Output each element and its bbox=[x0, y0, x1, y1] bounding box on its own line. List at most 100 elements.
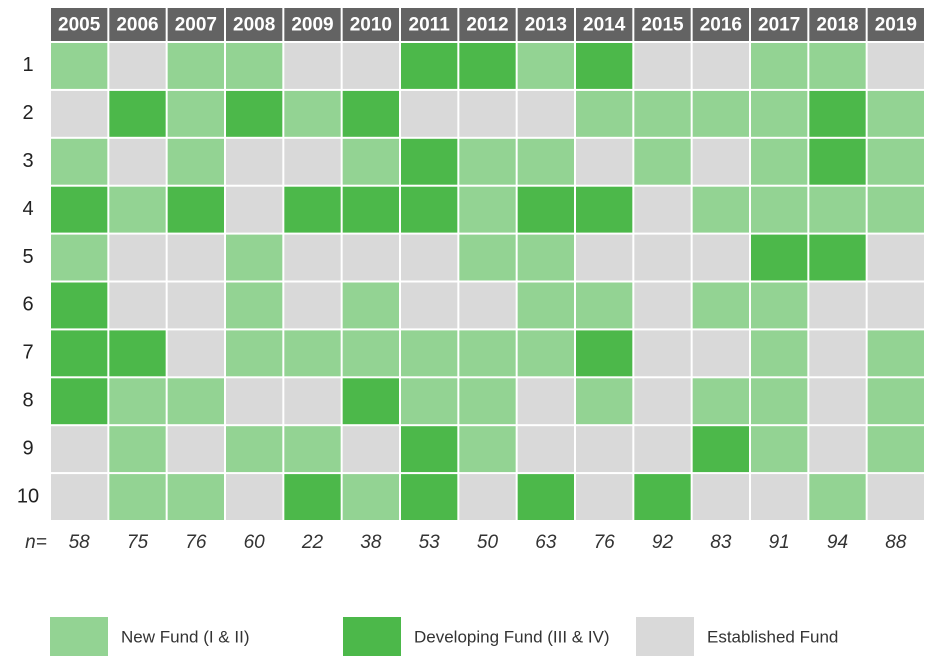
cell bbox=[576, 138, 633, 185]
cell bbox=[284, 330, 341, 377]
cell bbox=[109, 378, 166, 425]
header-cell bbox=[809, 8, 866, 41]
cell bbox=[342, 378, 399, 425]
n-value: 50 bbox=[477, 532, 499, 553]
cell bbox=[226, 426, 283, 473]
cell bbox=[517, 138, 574, 185]
cell bbox=[226, 474, 283, 520]
row-label: 7 bbox=[22, 342, 33, 364]
header-cell bbox=[109, 8, 166, 41]
cell bbox=[576, 90, 633, 137]
cell bbox=[751, 282, 808, 329]
cell bbox=[109, 234, 166, 281]
cell bbox=[167, 90, 224, 137]
cell bbox=[109, 474, 166, 520]
cell bbox=[692, 90, 749, 137]
row-label: 6 bbox=[22, 294, 33, 316]
cell bbox=[226, 378, 283, 425]
cell bbox=[459, 330, 516, 377]
cell bbox=[867, 426, 924, 473]
cell bbox=[692, 138, 749, 185]
cell bbox=[867, 330, 924, 377]
cell bbox=[459, 378, 516, 425]
cell bbox=[634, 234, 691, 281]
cell bbox=[459, 426, 516, 473]
header-cell bbox=[692, 8, 749, 41]
cell bbox=[401, 330, 458, 377]
cell bbox=[692, 426, 749, 473]
header-cell bbox=[751, 8, 808, 41]
cell bbox=[692, 234, 749, 281]
cell bbox=[284, 474, 341, 520]
year-label: 2017 bbox=[758, 15, 800, 36]
cell bbox=[51, 330, 108, 377]
cell bbox=[167, 426, 224, 473]
cell bbox=[401, 90, 458, 137]
cell bbox=[401, 186, 458, 233]
cell bbox=[809, 90, 866, 137]
cell bbox=[401, 474, 458, 520]
cell bbox=[809, 426, 866, 473]
cell bbox=[634, 90, 691, 137]
cell bbox=[517, 43, 574, 89]
cell bbox=[634, 330, 691, 377]
n-value: 91 bbox=[769, 532, 790, 553]
cell bbox=[692, 378, 749, 425]
header-cell bbox=[459, 8, 516, 41]
cell bbox=[459, 234, 516, 281]
year-label: 2010 bbox=[350, 15, 392, 36]
cell bbox=[459, 90, 516, 137]
cell bbox=[459, 43, 516, 89]
cell bbox=[167, 282, 224, 329]
year-label: 2007 bbox=[175, 15, 217, 36]
cell bbox=[109, 282, 166, 329]
cell bbox=[226, 90, 283, 137]
cell bbox=[809, 378, 866, 425]
cell bbox=[284, 426, 341, 473]
cell bbox=[284, 378, 341, 425]
cell bbox=[226, 186, 283, 233]
cell bbox=[167, 138, 224, 185]
cell bbox=[809, 43, 866, 89]
cell bbox=[634, 426, 691, 473]
cell bbox=[867, 234, 924, 281]
cell bbox=[109, 138, 166, 185]
cell bbox=[342, 138, 399, 185]
cell bbox=[401, 138, 458, 185]
cell bbox=[867, 43, 924, 89]
cell bbox=[517, 186, 574, 233]
cell bbox=[692, 474, 749, 520]
header-cell bbox=[226, 8, 283, 41]
row-label: 5 bbox=[22, 246, 33, 268]
legend-label: Established Fund bbox=[707, 627, 838, 646]
cell bbox=[867, 186, 924, 233]
cell bbox=[517, 378, 574, 425]
cell bbox=[692, 186, 749, 233]
cell bbox=[867, 474, 924, 520]
cell bbox=[867, 90, 924, 137]
cell bbox=[634, 138, 691, 185]
header-cell bbox=[342, 8, 399, 41]
cell bbox=[51, 474, 108, 520]
cell bbox=[634, 186, 691, 233]
row-label: 1 bbox=[22, 54, 33, 76]
cell bbox=[459, 186, 516, 233]
cell bbox=[167, 186, 224, 233]
cell bbox=[51, 186, 108, 233]
cell bbox=[751, 426, 808, 473]
cell bbox=[226, 43, 283, 89]
n-value: 76 bbox=[594, 532, 616, 553]
cell bbox=[284, 90, 341, 137]
cell bbox=[809, 138, 866, 185]
cell bbox=[751, 378, 808, 425]
cell bbox=[342, 186, 399, 233]
cell bbox=[109, 186, 166, 233]
cell bbox=[51, 43, 108, 89]
year-label: 2016 bbox=[700, 15, 742, 36]
n-value: 63 bbox=[535, 532, 557, 553]
n-value: 83 bbox=[710, 532, 732, 553]
header-cell bbox=[51, 8, 108, 41]
n-value: 88 bbox=[885, 532, 907, 553]
header-cell bbox=[401, 8, 458, 41]
row-label: 4 bbox=[22, 198, 33, 220]
